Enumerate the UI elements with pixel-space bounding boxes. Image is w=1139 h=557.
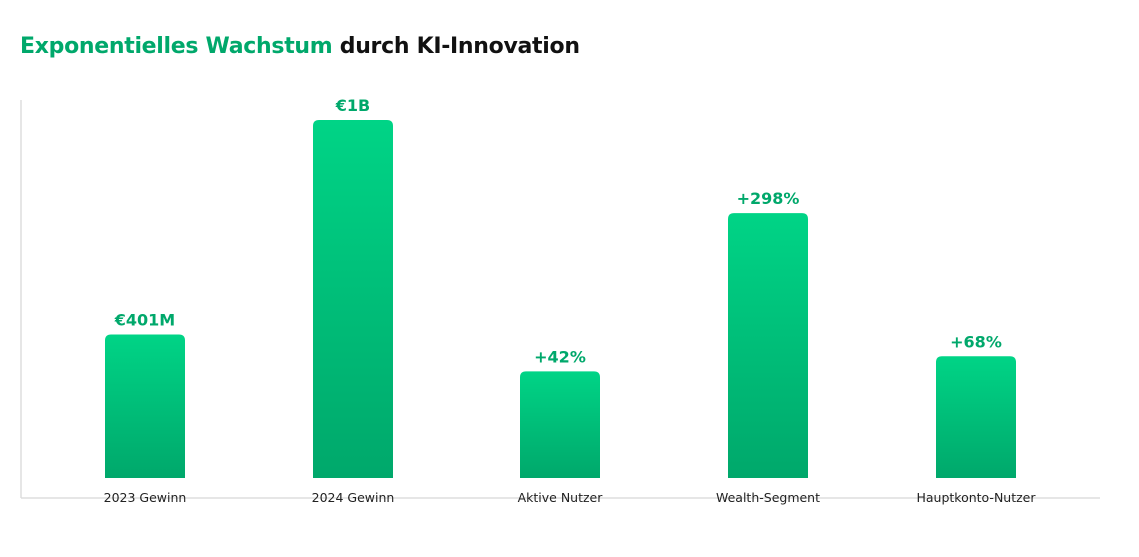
- bar: [728, 213, 808, 478]
- chart-title-rest: durch KI-Innovation: [332, 34, 580, 59]
- bar-value-label: €1B: [335, 96, 370, 115]
- chart-axes: [20, 100, 1100, 499]
- category-label: Aktive Nutzer: [518, 490, 604, 505]
- chart-title-highlight: Exponentielles Wachstum: [20, 34, 333, 59]
- bar: [105, 334, 185, 478]
- bar: [313, 120, 393, 478]
- bar-value-label: +298%: [737, 189, 800, 208]
- category-label: 2023 Gewinn: [104, 490, 187, 505]
- bar: [936, 356, 1016, 478]
- chart-title: Exponentielles Wachstum durch KI-Innovat…: [20, 34, 580, 59]
- bar: [520, 371, 600, 478]
- bar-value-label: +42%: [534, 347, 586, 366]
- category-label: 2024 Gewinn: [312, 490, 395, 505]
- category-label: Wealth-Segment: [716, 490, 820, 505]
- bar-value-label: +68%: [950, 332, 1002, 351]
- bar-value-label: €401M: [114, 310, 175, 329]
- chart-bars: €401M 2023 Gewinn €1B 2024 Gewinn +42% Aktive…: [104, 96, 1037, 505]
- category-label: Hauptkonto-Nutzer: [916, 490, 1036, 505]
